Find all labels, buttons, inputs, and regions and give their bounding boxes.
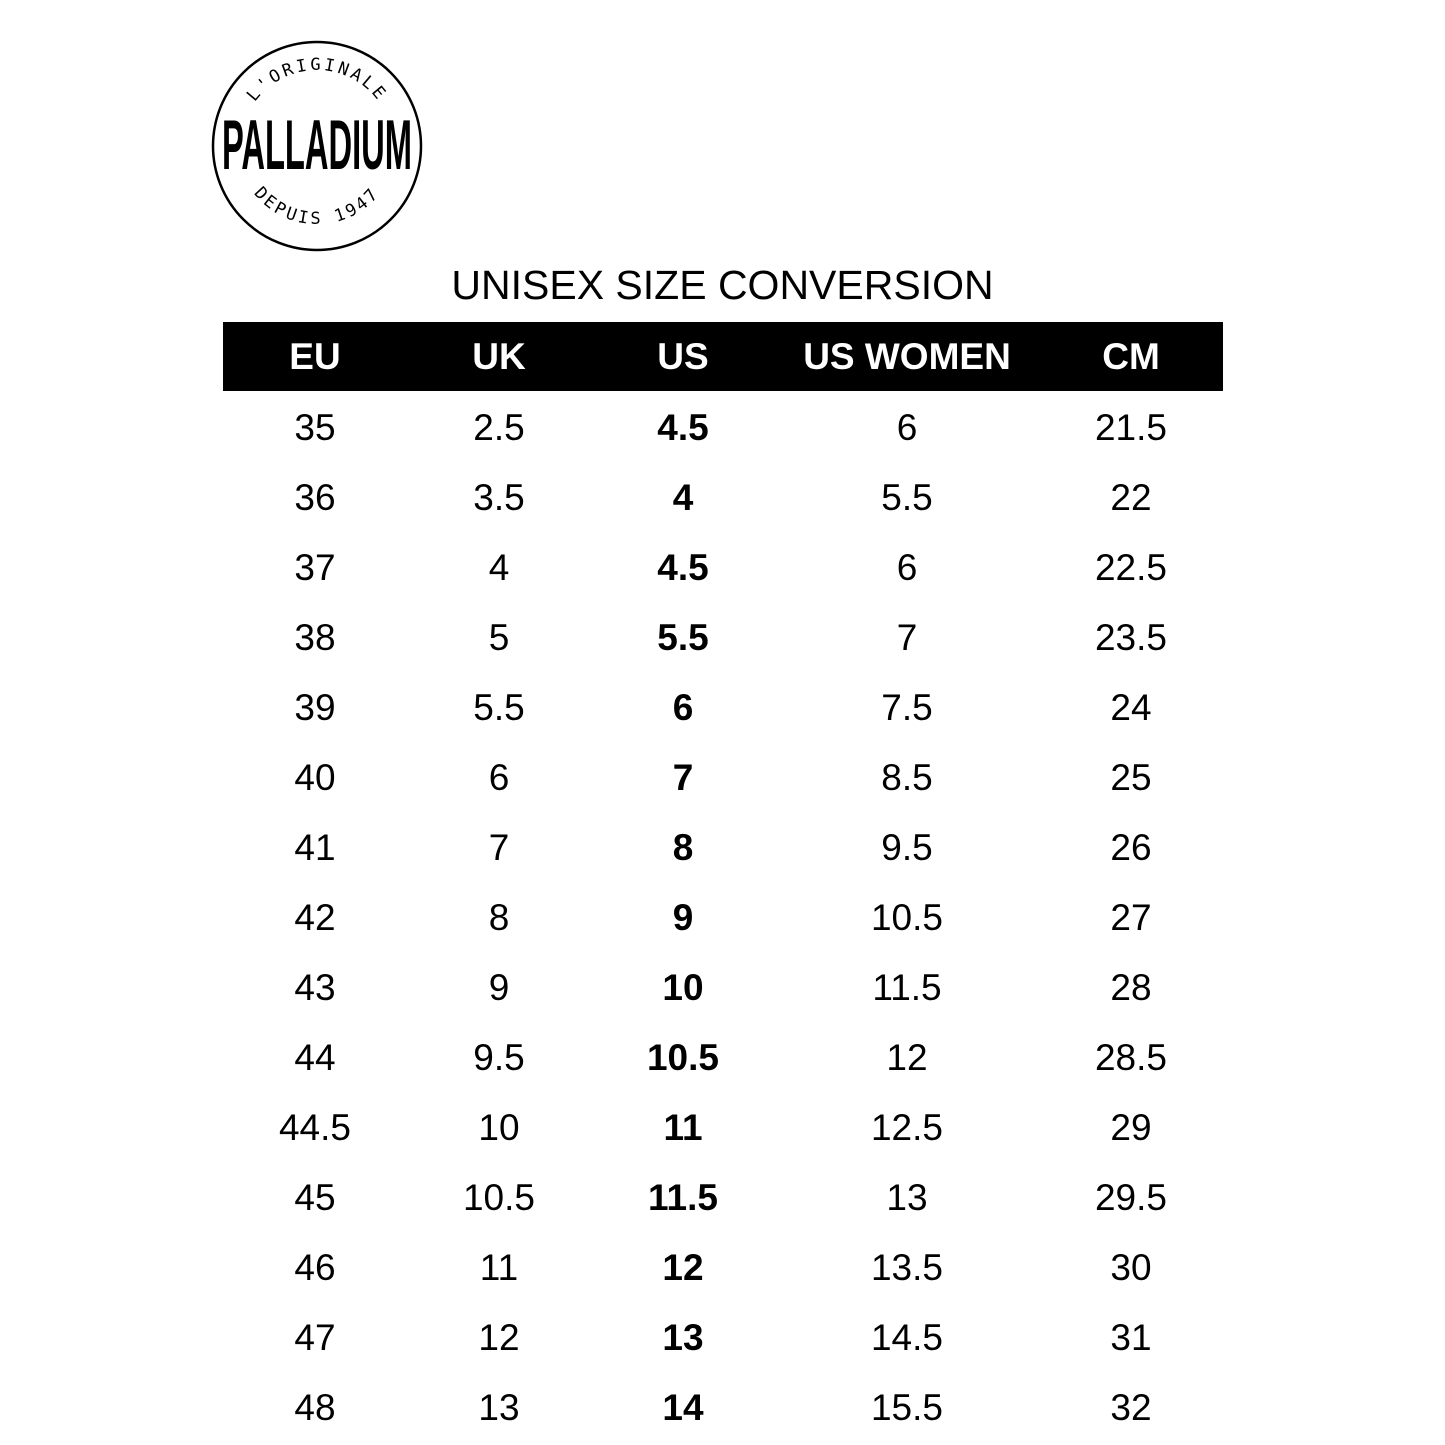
cell-eu: 48 [294, 1387, 336, 1428]
cell-us: 4.5 [657, 407, 709, 448]
cell-eu: 36 [294, 477, 336, 518]
cell-eu: 43 [294, 967, 336, 1008]
cell-uk: 6 [488, 757, 510, 798]
cell-us-women: 13 [886, 1177, 928, 1218]
cell-uk: 5.5 [473, 687, 525, 728]
cell-cm: 32 [1110, 1387, 1152, 1428]
cell-uk: 9 [488, 967, 510, 1008]
cell-cm: 26 [1110, 827, 1152, 868]
cell-cm: 22.5 [1094, 547, 1167, 588]
cell-us-women: 9.5 [881, 827, 933, 868]
cell-us: 4.5 [657, 547, 709, 588]
column-header-us-women: US WOMEN [803, 335, 1011, 377]
cell-eu: 40 [294, 757, 336, 798]
cell-us: 12 [662, 1247, 704, 1288]
cell-us: 13 [662, 1317, 704, 1358]
cell-eu: 45 [294, 1177, 336, 1218]
cell-eu: 42 [294, 897, 336, 938]
cell-uk: 7 [488, 827, 510, 868]
cell-cm: 21.5 [1094, 407, 1167, 448]
cell-uk: 5 [488, 617, 510, 658]
cell-cm: 27 [1110, 897, 1152, 938]
cell-us: 9 [672, 897, 694, 938]
size-table: 35 2.5 4.5 6 21.5 36 3.5 4 5.5 22 37 4 4.5 6 22.5 38 5 5.… [223, 393, 1223, 1443]
cell-us: 4 [672, 477, 694, 518]
cell-us-women: 7.5 [881, 687, 933, 728]
cell-eu: 39 [294, 687, 336, 728]
cell-us: 14 [662, 1387, 704, 1428]
cell-us-women: 7 [896, 617, 918, 658]
cell-uk: 3.5 [473, 477, 525, 518]
palladium-logo: L'ORIGINALE DEPUIS 1947 PALLADIUM [211, 40, 423, 252]
column-header-cm: CM [1102, 335, 1160, 377]
cell-us-women: 15.5 [870, 1387, 943, 1428]
cell-eu: 38 [294, 617, 336, 658]
column-header-eu: EU [289, 335, 341, 377]
cell-us-women: 6 [896, 407, 918, 448]
cell-cm: 28.5 [1094, 1037, 1167, 1078]
cell-cm: 28 [1110, 967, 1152, 1008]
page-title: UNISEX SIZE CONVERSION [451, 262, 994, 308]
cell-cm: 23.5 [1094, 617, 1167, 658]
cell-uk: 13 [478, 1387, 520, 1428]
cell-us-women: 12 [886, 1037, 928, 1078]
cell-uk: 4 [488, 547, 510, 588]
cell-uk: 9.5 [473, 1037, 525, 1078]
cell-uk: 11 [479, 1247, 519, 1288]
cell-cm: 29 [1110, 1107, 1152, 1148]
cell-eu: 44 [294, 1037, 336, 1078]
cell-eu: 46 [294, 1247, 336, 1288]
cell-us: 10 [662, 967, 704, 1008]
cell-uk: 8 [488, 897, 510, 938]
cell-eu: 44.5 [278, 1107, 351, 1148]
cell-us-women: 8.5 [881, 757, 933, 798]
table-header: EU UK US US WOMEN CM [223, 322, 1223, 391]
cell-uk: 10 [478, 1107, 520, 1148]
cell-us-women: 13.5 [870, 1247, 943, 1288]
cell-eu: 41 [294, 827, 336, 868]
svg-text:PALLADIUM: PALLADIUM [222, 106, 412, 184]
cell-us-women: 6 [896, 547, 918, 588]
column-header-uk: UK [472, 335, 526, 377]
cell-us: 7 [672, 757, 694, 798]
cell-eu: 35 [294, 407, 336, 448]
cell-uk: 12 [478, 1317, 520, 1358]
cell-cm: 30 [1110, 1247, 1152, 1288]
cell-cm: 22 [1110, 477, 1152, 518]
cell-cm: 29.5 [1094, 1177, 1167, 1218]
cell-cm: 25 [1110, 757, 1152, 798]
cell-us-women: 10.5 [870, 897, 943, 938]
cell-us: 5.5 [657, 617, 709, 658]
cell-us: 11 [663, 1107, 703, 1148]
cell-us: 10.5 [646, 1037, 719, 1078]
cell-uk: 10.5 [462, 1177, 535, 1218]
cell-us: 8 [672, 827, 694, 868]
cell-cm: 24 [1110, 687, 1152, 728]
cell-eu: 47 [294, 1317, 336, 1358]
cell-us: 11.5 [648, 1177, 718, 1218]
cell-us-women: 11.5 [872, 967, 942, 1008]
cell-us-women: 12.5 [870, 1107, 943, 1148]
column-header-us: US [657, 335, 709, 377]
cell-us-women: 14.5 [870, 1317, 943, 1358]
cell-eu: 37 [294, 547, 336, 588]
cell-cm: 31 [1110, 1317, 1152, 1358]
cell-us-women: 5.5 [881, 477, 933, 518]
cell-us: 6 [672, 687, 694, 728]
cell-uk: 2.5 [473, 407, 525, 448]
